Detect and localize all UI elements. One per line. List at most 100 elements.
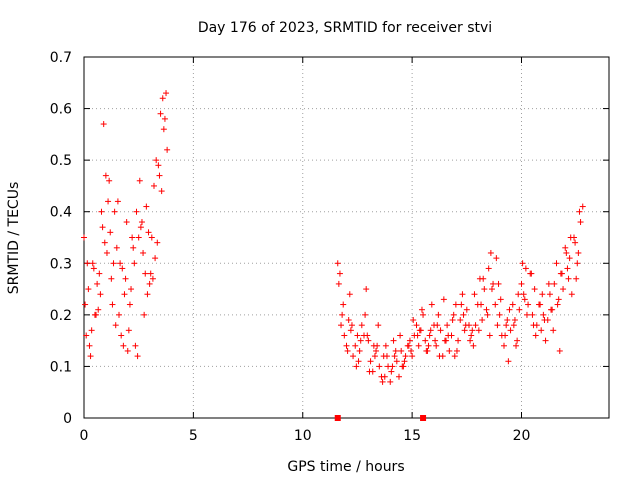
data-point <box>85 286 92 293</box>
data-point <box>418 306 425 313</box>
data-point <box>83 332 90 339</box>
data-point <box>370 342 377 349</box>
data-point <box>562 244 569 251</box>
data-point <box>140 249 147 256</box>
data-point <box>433 342 440 349</box>
x-tick-label: 20 <box>513 428 531 444</box>
data-point <box>117 260 124 267</box>
data-point <box>128 286 135 293</box>
data-point <box>483 306 490 313</box>
data-point <box>414 332 421 339</box>
data-point <box>479 317 486 324</box>
data-point <box>484 311 491 318</box>
data-point <box>148 234 155 241</box>
data-point <box>525 301 532 308</box>
data-point <box>99 224 106 231</box>
data-point <box>510 322 517 329</box>
data-point <box>565 275 572 282</box>
data-point <box>387 378 394 385</box>
y-tick-label: 0.3 <box>50 256 72 272</box>
data-point <box>373 347 380 354</box>
data-point <box>375 322 382 329</box>
data-point <box>410 317 417 324</box>
data-point <box>485 265 492 272</box>
data-point <box>426 332 433 339</box>
data-point <box>573 275 580 282</box>
y-tick-label: 0.2 <box>50 308 72 324</box>
data-point <box>409 353 416 360</box>
y-tick-label: 0.4 <box>50 205 72 221</box>
data-point <box>110 260 117 267</box>
data-point <box>415 342 422 349</box>
data-point <box>427 327 434 334</box>
data-point <box>537 301 544 308</box>
data-point <box>413 322 420 329</box>
x-tick-label: 15 <box>403 428 421 444</box>
data-point <box>118 332 125 339</box>
data-point <box>156 172 163 179</box>
data-point <box>440 296 447 303</box>
data-point <box>379 378 386 385</box>
data-point <box>468 332 475 339</box>
data-point <box>539 291 546 298</box>
data-point <box>475 327 482 334</box>
data-point <box>579 203 586 210</box>
data-point <box>122 275 129 282</box>
data-point <box>505 358 512 365</box>
data-point <box>450 311 457 318</box>
x-tick-label: 0 <box>80 428 89 444</box>
data-point <box>451 353 458 360</box>
data-point <box>146 280 153 287</box>
data-point <box>392 347 399 354</box>
data-point <box>457 317 464 324</box>
data-point <box>142 270 149 277</box>
data-point <box>158 188 165 195</box>
data-point <box>406 337 413 344</box>
data-point <box>523 311 530 318</box>
data-point <box>376 363 383 370</box>
data-point <box>109 301 116 308</box>
data-point <box>478 301 485 308</box>
y-tick-label: 0.5 <box>50 153 72 169</box>
data-point <box>554 301 561 308</box>
data-point <box>486 332 493 339</box>
data-point <box>444 322 451 329</box>
data-point <box>514 337 521 344</box>
data-point <box>90 265 97 272</box>
data-point <box>470 342 477 349</box>
data-point <box>467 337 474 344</box>
data-point <box>151 182 157 189</box>
data-point <box>528 270 535 277</box>
data-point <box>138 219 145 226</box>
data-point <box>119 265 126 272</box>
data-point <box>159 95 166 102</box>
data-point <box>353 363 360 370</box>
data-point <box>98 208 105 215</box>
data-point <box>531 286 538 293</box>
data-point <box>458 301 465 308</box>
data-point <box>86 342 93 349</box>
data-point <box>502 332 509 339</box>
data-point <box>388 368 395 375</box>
data-point <box>437 327 444 334</box>
data-point <box>493 255 500 262</box>
axis-ticks <box>83 56 609 419</box>
data-point <box>126 301 133 308</box>
data-point <box>141 311 148 318</box>
data-point <box>564 265 571 272</box>
data-point <box>132 342 139 349</box>
data-point <box>355 358 362 365</box>
data-point <box>391 353 398 360</box>
data-point <box>87 353 94 360</box>
data-point <box>397 332 404 339</box>
data-point <box>480 275 487 282</box>
data-point <box>97 291 104 298</box>
data-point <box>576 208 583 215</box>
data-point <box>145 229 152 236</box>
data-point <box>495 280 502 287</box>
data-point <box>555 296 562 303</box>
data-point <box>496 311 503 318</box>
data-point <box>434 322 441 329</box>
data-point <box>518 280 525 287</box>
data-point <box>540 311 547 318</box>
